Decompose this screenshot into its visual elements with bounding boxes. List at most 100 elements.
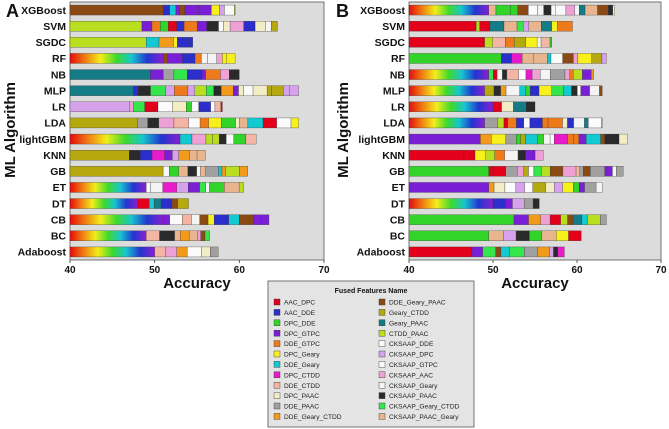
bar-segment-rf-8 <box>216 53 223 64</box>
bar-segment-adaboost-6 <box>201 246 211 258</box>
bar-segment-rf-8 <box>562 53 574 64</box>
bar-segment-gb-10 <box>221 166 226 177</box>
bar-segment-nb-4 <box>496 69 503 80</box>
bar-segment-xgboost-9 <box>219 4 225 16</box>
legend-swatch <box>273 309 281 316</box>
bar-segment-et-14 <box>595 182 603 193</box>
bar-segment-cb-7 <box>207 214 215 225</box>
bar-segment-adaboost-7 <box>524 246 538 258</box>
bar-segment-nb-1 <box>69 69 151 80</box>
legend-swatch <box>378 319 386 326</box>
bar-segment-bc-5 <box>180 230 190 241</box>
bar-segment-lda-11 <box>239 117 249 129</box>
legend-swatch <box>273 319 281 326</box>
bar-segment-nb-5 <box>187 69 203 80</box>
bar-segment-xgboost-10 <box>224 4 235 16</box>
bar-segment-xgboost-5 <box>179 4 186 16</box>
bar-segment-nb-11 <box>550 69 566 80</box>
category-label: BC <box>51 231 67 243</box>
bar-segment-sgdc-4 <box>173 37 178 48</box>
category-label: LDA <box>383 118 405 130</box>
bar-segment-lightgbm-14 <box>578 133 587 145</box>
legend-swatch <box>378 309 386 316</box>
bar-segment-lr-2 <box>492 101 502 112</box>
legend-item-label: CKSAAP_GTPC <box>389 362 438 369</box>
bar-segment-nb-15 <box>582 69 592 80</box>
bar-segment-cb-12 <box>261 214 270 225</box>
bar-segment-adaboost-9 <box>549 246 554 258</box>
bar-segment-dt-5 <box>524 198 534 209</box>
bar-segment-lightgbm-5 <box>212 133 220 145</box>
bar-segment-lda-3 <box>147 117 160 129</box>
panel-label: A <box>6 1 19 21</box>
bar-segment-et-12 <box>579 182 585 193</box>
bar-segment-adaboost-5 <box>500 246 510 258</box>
category-label: Adaboost <box>357 247 406 259</box>
x-tick-label: 40 <box>64 265 76 276</box>
bar-segment-nb-10 <box>540 69 551 80</box>
bar-segment-et-6 <box>524 182 533 193</box>
bar-segment-bc-3 <box>159 230 175 241</box>
bar-segment-sgdc-5 <box>514 37 526 48</box>
bar-segment-lda-4 <box>158 117 175 129</box>
bar-segment-et-3 <box>493 182 506 193</box>
legend-item-label: CKSAAP_PAAC_Geary <box>389 414 459 421</box>
x-tick-label: 50 <box>487 265 499 276</box>
bar-segment-bc-1 <box>69 230 147 241</box>
bar-segment-et-1 <box>408 182 489 193</box>
bar-segment-lda-11 <box>562 117 568 129</box>
bar-segment-cb-11 <box>600 214 607 225</box>
category-label: MLP <box>44 85 66 97</box>
bar-segment-cb-2 <box>162 214 170 225</box>
bar-segment-sgdc-1 <box>408 37 485 48</box>
bar-segment-rf-6 <box>547 53 552 64</box>
bar-segment-lda-5 <box>173 117 189 129</box>
x-tick-label: 70 <box>655 265 667 276</box>
bar-segment-lda-15 <box>290 117 299 129</box>
bar-segment-gb-6 <box>523 166 529 177</box>
bar-segment-cb-3 <box>528 214 541 225</box>
bar-segment-lightgbm-4 <box>505 133 517 145</box>
bar-segment-et-9 <box>554 182 563 193</box>
legend-swatch <box>378 361 386 368</box>
bar-segment-dt-4 <box>154 198 162 209</box>
bar-segment-svm-6 <box>173 21 177 32</box>
bar-segment-xgboost-9 <box>550 4 556 16</box>
bar-segment-knn-7 <box>178 150 190 161</box>
bar-segment-et-11 <box>238 182 244 193</box>
bar-segment-svm-1 <box>408 21 477 32</box>
bar-segment-nb-16 <box>591 69 594 80</box>
category-label: MLP <box>383 85 405 97</box>
bar-segment-xgboost-16 <box>608 4 614 16</box>
bar-segment-mlp-7 <box>187 85 195 96</box>
bar-segment-mlp-16 <box>599 85 603 96</box>
bar-segment-mlp-2 <box>484 85 495 96</box>
legend-item-label: DPC_DDE <box>284 320 316 327</box>
legend-item-label: CTDD_PAAC <box>389 331 429 338</box>
bar-segment-lr-3 <box>501 101 514 112</box>
bar-segment-adaboost-1 <box>69 246 155 258</box>
bar-segment-lda-9 <box>221 117 236 129</box>
bar-segment-et-10 <box>224 182 240 193</box>
bar-segment-dt-1 <box>408 198 494 209</box>
bar-segment-mlp-13 <box>577 85 582 96</box>
bar-segment-xgboost-1 <box>408 4 489 16</box>
bar-segment-xgboost-6 <box>528 4 538 16</box>
legend-box <box>267 280 475 428</box>
bar-segment-lda-9 <box>542 117 549 129</box>
bar-segment-rf-3 <box>167 53 183 64</box>
bar-segment-mlp-14 <box>243 85 254 96</box>
bar-segment-gb-7 <box>528 166 535 177</box>
bar-segment-gb-5 <box>187 166 197 177</box>
bar-segment-gb-11 <box>562 166 577 177</box>
bar-segment-gb-4 <box>505 166 518 177</box>
x-tick-label: 50 <box>149 265 161 276</box>
category-label: GB <box>389 166 405 178</box>
bar-segment-bc-4 <box>174 230 181 241</box>
category-label: XGBoost <box>21 5 66 17</box>
bar-segment-bc-2 <box>146 230 160 241</box>
bar-segment-bc-8 <box>200 230 206 241</box>
bar-segment-knn-1 <box>408 150 464 161</box>
bar-segment-knn-2 <box>129 150 141 161</box>
legend-swatch <box>273 350 281 358</box>
